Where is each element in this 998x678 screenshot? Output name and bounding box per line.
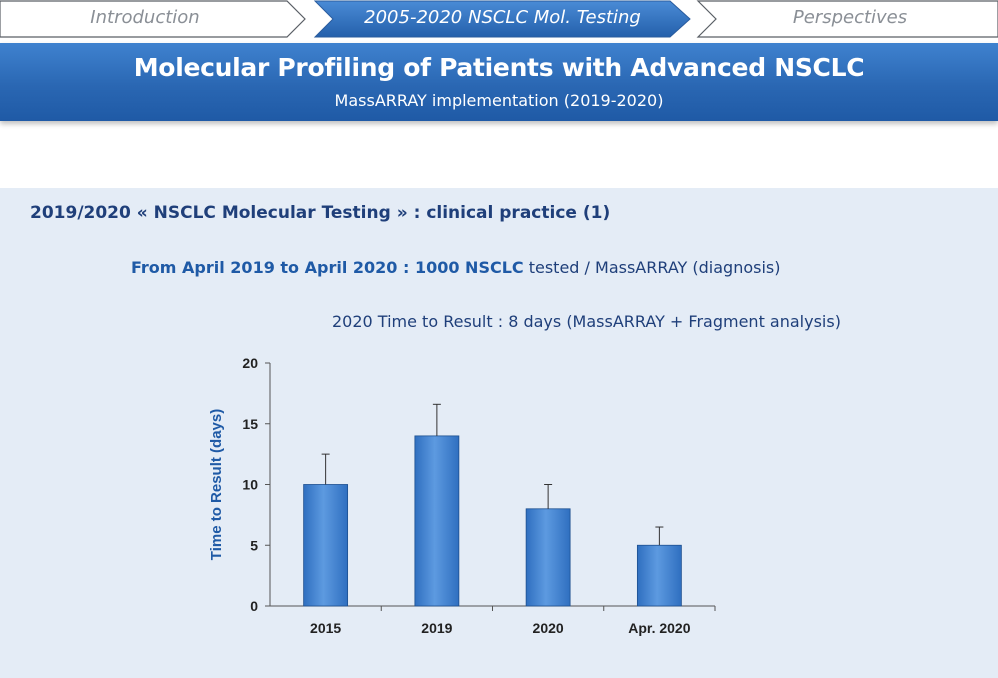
time-to-result-chart: 0 5 10 15 20 Time to Result (days) 2015 2019 202… [208,355,716,636]
nav-step-1-shape[interactable] [0,0,306,38]
summary-line-tested-rest: tested / MassARRAY (diagnosis) [523,258,781,277]
y-tick-label: 5 [250,537,258,553]
nav-step-3-shape[interactable] [696,0,998,38]
y-tick-label: 20 [242,355,258,371]
y-tick-label: 15 [242,416,258,432]
slide-title: Molecular Profiling of Patients with Adv… [133,53,865,82]
bar [525,508,571,607]
x-tick-label: Apr. 2020 [628,620,690,636]
bar [414,435,460,607]
x-tick-label: 2019 [421,620,452,636]
title-banner: Molecular Profiling of Patients with Adv… [0,43,998,121]
y-tick-label: 10 [242,477,258,493]
progress-nav-shapes [0,0,998,38]
x-tick-label: 2015 [310,620,341,636]
nav-step-2-shape[interactable] [313,0,691,38]
nav-step-nsclc-testing[interactable]: 2005-2020 NSCLC Mol. Testing [364,7,641,28]
y-axis-label: Time to Result (days) [208,409,225,560]
summary-line-tested-bold: From April 2019 to April 2020 : 1000 NSC… [131,258,524,277]
section-title: 2019/2020 « NSCLC Molecular Testing » : … [30,203,611,223]
content-panel: 2019/2020 « NSCLC Molecular Testing » : … [0,188,998,678]
slide-subtitle: MassARRAY implementation (2019-2020) [334,91,664,110]
nav-step-perspectives[interactable]: Perspectives [792,7,908,28]
bar [303,484,349,607]
nav-step-introduction[interactable]: Introduction [90,7,200,28]
x-tick-label: 2020 [533,620,564,636]
bar [636,544,682,607]
summary-line-time-to-result: 2020 Time to Result : 8 days (MassARRAY … [332,312,841,331]
y-tick-label: 0 [250,598,258,614]
progress-nav: Introduction 2005-2020 NSCLC Mol. Testin… [0,0,998,40]
summary-line-tested: From April 2019 to April 2020 : 1000 NSC… [131,258,780,277]
